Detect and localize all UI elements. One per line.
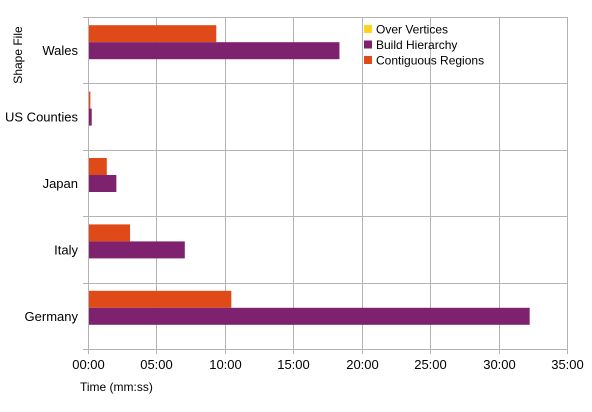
- x-tick-label: 20:00: [346, 357, 379, 372]
- x-tick-label: 35:00: [551, 357, 584, 372]
- bar-contiguous-regions: [89, 224, 130, 241]
- category-label: Italy: [54, 242, 78, 257]
- category-label: Wales: [42, 43, 78, 58]
- y-axis-title: Shape File: [11, 26, 25, 84]
- bar-build-hierarchy: [89, 109, 92, 126]
- bars: [89, 25, 530, 325]
- bar-build-hierarchy: [89, 175, 116, 192]
- legend-swatch: [364, 25, 372, 33]
- x-tick-label: 00:00: [72, 357, 105, 372]
- bar-build-hierarchy: [89, 42, 339, 59]
- x-tick-label: 15:00: [277, 357, 310, 372]
- x-tick-label: 30:00: [483, 357, 516, 372]
- bar-build-hierarchy: [89, 241, 185, 258]
- legend-swatch: [364, 41, 372, 49]
- category-label: Japan: [43, 176, 78, 191]
- x-tick-label: 05:00: [140, 357, 173, 372]
- x-axis-title: Time (mm:ss): [80, 380, 153, 394]
- x-tick-labels: 00:00 05:00 10:00 15:00 20:00 25:00 30:00 35:00: [72, 357, 584, 372]
- bar-contiguous-regions: [89, 25, 216, 42]
- bar-contiguous-regions: [89, 92, 90, 109]
- category-labels: Wales US Counties Japan Italy Germany: [5, 43, 78, 324]
- bar-contiguous-regions: [89, 158, 107, 175]
- bar-contiguous-regions: [89, 291, 231, 308]
- legend-label: Contiguous Regions: [376, 54, 484, 68]
- x-tick-label: 25:00: [414, 357, 447, 372]
- category-label: Germany: [25, 309, 79, 324]
- category-label: US Counties: [5, 110, 78, 125]
- legend-label: Build Hierarchy: [376, 38, 457, 52]
- x-tick-label: 10:00: [209, 357, 242, 372]
- legend-swatch: [364, 56, 372, 64]
- legend-label: Over Vertices: [376, 23, 448, 37]
- bar-build-hierarchy: [89, 308, 530, 325]
